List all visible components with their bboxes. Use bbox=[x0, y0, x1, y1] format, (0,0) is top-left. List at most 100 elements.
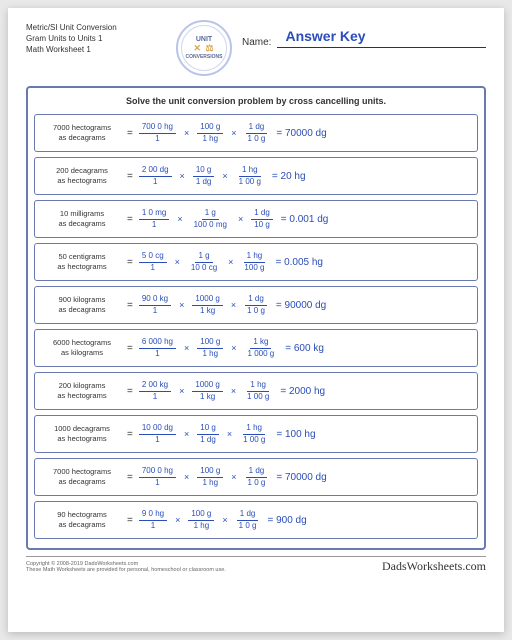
fraction: 5 0 cg1 bbox=[139, 252, 167, 273]
fraction: 1 dg1 0 g bbox=[244, 295, 268, 316]
problem-prompt: 90 hectogramsas decagrams bbox=[43, 510, 121, 530]
problem-row: 10 milligramsas decagrams = 1 0 mg1 × 1 g100… bbox=[34, 200, 478, 238]
header: Metric/SI Unit Conversion Gram Units to … bbox=[26, 22, 486, 76]
problem-prompt: 6000 hectogramsas kilograms bbox=[43, 338, 121, 358]
brand-logo: DadsWorksheets.com bbox=[382, 559, 486, 574]
fraction: 9 0 hg1 bbox=[139, 510, 167, 531]
result-value: = 100 hg bbox=[276, 429, 315, 440]
problem-row: 200 kilogramsas hectograms=2 00 kg1×1000… bbox=[34, 372, 478, 410]
problem-prompt: 1000 decagramsas hectograms bbox=[43, 424, 121, 444]
multiply-icon: × bbox=[231, 386, 236, 396]
equals-sign: = bbox=[127, 386, 133, 397]
multiply-icon: × bbox=[180, 171, 185, 181]
problem-prompt: 200 decagramsas hectograms bbox=[43, 166, 121, 186]
multiply-icon: × bbox=[231, 472, 236, 482]
fraction: 1000 g1 kg bbox=[192, 381, 222, 402]
multiply-icon: × bbox=[231, 300, 236, 310]
instruction-text: Solve the unit conversion problem by cro… bbox=[34, 96, 478, 106]
multiply-icon: × bbox=[227, 429, 232, 439]
result-value: = 600 kg bbox=[285, 343, 324, 354]
multiply-icon: × bbox=[238, 214, 243, 224]
multiply-icon: × bbox=[231, 128, 236, 138]
footer-note: These Math Worksheets are provided for p… bbox=[26, 567, 226, 573]
multiply-icon: × bbox=[175, 257, 180, 267]
fraction: 700 0 hg1 bbox=[139, 123, 176, 144]
fraction: 100 g1 hg bbox=[197, 338, 223, 359]
title-line-1: Metric/SI Unit Conversion bbox=[26, 22, 166, 33]
fraction: 6 000 hg1 bbox=[139, 338, 176, 359]
fraction: 1 dg1 0 g bbox=[245, 123, 269, 144]
problem-row: 1000 decagramsas hectograms = 10 00 dg1 × 10… bbox=[34, 415, 478, 453]
result-value: = 2000 hg bbox=[280, 386, 325, 397]
equals-sign: = bbox=[127, 472, 133, 483]
multiply-icon: × bbox=[179, 300, 184, 310]
equals-sign: = bbox=[127, 214, 133, 225]
title-line-2: Gram Units to Units 1 bbox=[26, 33, 166, 44]
fraction: 90 0 kg1 bbox=[139, 295, 171, 316]
fraction: 1 0 mg1 bbox=[139, 209, 169, 230]
problem-prompt: 50 centigramsas hectograms bbox=[43, 252, 121, 272]
problems-list: 7000 hectogramsas decagrams=700 0 hg1×10… bbox=[34, 114, 478, 539]
multiply-icon: × bbox=[231, 343, 236, 353]
equals-sign: = bbox=[127, 128, 133, 139]
worksheet-page: Metric/SI Unit Conversion Gram Units to … bbox=[8, 8, 504, 632]
footer: Copyright © 2008-2019 DadsWorksheets.com… bbox=[26, 556, 486, 574]
fraction: 1 hg100 g bbox=[241, 252, 267, 273]
multiply-icon: × bbox=[179, 386, 184, 396]
problem-prompt: 10 milligramsas decagrams bbox=[43, 209, 121, 229]
problems-frame: Solve the unit conversion problem by cro… bbox=[26, 86, 486, 550]
answer-key-text: Answer Key bbox=[285, 28, 365, 44]
equals-sign: = bbox=[127, 343, 133, 354]
multiply-icon: × bbox=[184, 343, 189, 353]
problem-row: 50 centigramsas hectograms=5 0 cg1×1 g10… bbox=[34, 243, 478, 281]
fraction: 1 g100 0 mg bbox=[191, 209, 230, 230]
multiply-icon: × bbox=[184, 429, 189, 439]
fraction: 10 g1 dg bbox=[197, 424, 219, 445]
problem-prompt: 7000 hectogramsas decagrams bbox=[43, 467, 121, 487]
multiply-icon: × bbox=[222, 515, 227, 525]
name-line: Answer Key bbox=[277, 32, 486, 48]
header-title-block: Metric/SI Unit Conversion Gram Units to … bbox=[26, 22, 166, 56]
result-value: = 0.001 dg bbox=[281, 214, 329, 225]
multiply-icon: × bbox=[222, 171, 227, 181]
result-value: = 70000 dg bbox=[276, 128, 326, 139]
problem-row: 7000 hectogramsas decagrams=700 0 hg1×10… bbox=[34, 458, 478, 496]
fraction: 2 00 dg1 bbox=[139, 166, 172, 187]
problem-row: 7000 hectogramsas decagrams = 700 0 hg1 × 10… bbox=[34, 114, 478, 152]
result-value: = 70000 dg bbox=[276, 472, 326, 483]
multiply-icon: × bbox=[175, 515, 180, 525]
footer-left: Copyright © 2008-2019 DadsWorksheets.com… bbox=[26, 561, 226, 573]
fraction: 1 hg1 00 g bbox=[240, 424, 268, 445]
fraction: 10 00 dg1 bbox=[139, 424, 176, 445]
problem-row: 90 hectogramsas decagrams = 9 0 hg1 × 100 g1… bbox=[34, 501, 478, 539]
multiply-icon: × bbox=[177, 214, 182, 224]
fraction: 1 dg1 0 g bbox=[236, 510, 260, 531]
result-value: = 20 hg bbox=[272, 171, 306, 182]
fraction: 1 hg1 00 g bbox=[244, 381, 272, 402]
title-line-3: Math Worksheet 1 bbox=[26, 44, 166, 55]
fraction: 1 kg1 000 g bbox=[245, 338, 278, 359]
fraction: 1 dg10 g bbox=[251, 209, 273, 230]
problem-row: 200 decagramsas hectograms=2 00 dg1×10 g… bbox=[34, 157, 478, 195]
equals-sign: = bbox=[127, 429, 133, 440]
unit-conversions-logo: UNIT ✕ ⚖ CONVERSIONS bbox=[176, 20, 232, 76]
name-field-area: Name: Answer Key bbox=[242, 32, 486, 48]
fraction: 1000 g1 kg bbox=[192, 295, 222, 316]
fraction: 1 g10 0 cg bbox=[188, 252, 220, 273]
problem-row: 6000 hectogramsas kilograms = 6 000 hg1 × 10… bbox=[34, 329, 478, 367]
problem-prompt: 200 kilogramsas hectograms bbox=[43, 381, 121, 401]
fraction: 100 g1 hg bbox=[188, 510, 214, 531]
fraction: 10 g1 dg bbox=[193, 166, 215, 187]
result-value: = 900 dg bbox=[267, 515, 306, 526]
equals-sign: = bbox=[127, 300, 133, 311]
fraction: 100 g1 hg bbox=[197, 123, 223, 144]
fraction: 1 hg1 00 g bbox=[236, 166, 264, 187]
fraction: 1 dg1 0 g bbox=[245, 467, 269, 488]
problem-prompt: 900 kilogramsas decagrams bbox=[43, 295, 121, 315]
equals-sign: = bbox=[127, 515, 133, 526]
problem-prompt: 7000 hectogramsas decagrams bbox=[43, 123, 121, 143]
multiply-icon: × bbox=[228, 257, 233, 267]
fraction: 700 0 hg1 bbox=[139, 467, 176, 488]
name-label: Name: bbox=[242, 37, 271, 48]
result-value: = 90000 dg bbox=[276, 300, 326, 311]
